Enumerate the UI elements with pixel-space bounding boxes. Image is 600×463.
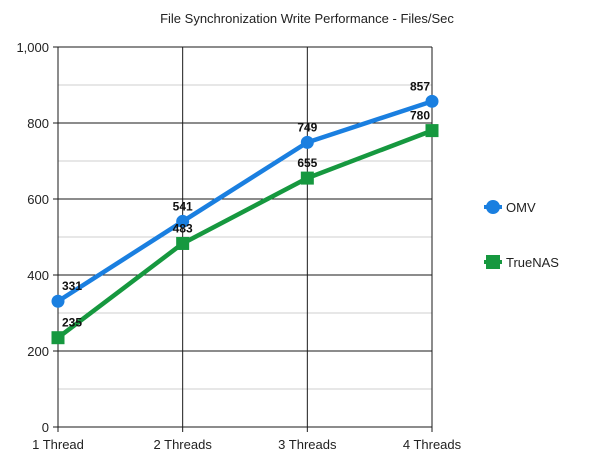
- x-tick-label: 2 Threads: [154, 437, 213, 452]
- data-point-omv: [425, 94, 439, 108]
- y-tick-label: 200: [27, 344, 49, 359]
- data-point-truenas: [300, 171, 314, 185]
- data-label-omv: 541: [173, 199, 193, 213]
- data-point-omv: [176, 214, 190, 228]
- data-point-omv: [300, 135, 314, 149]
- x-axis-ticks: 1 Thread 2 Threads 3 Threads 4 Threads: [32, 437, 462, 452]
- x-tick-label: 3 Threads: [278, 437, 337, 452]
- y-tick-label: 0: [42, 420, 49, 435]
- data-labels: 331 541 749 857 235 483 655 780: [62, 79, 430, 329]
- x-tick-label: 4 Threads: [403, 437, 462, 452]
- series-line-omv: [56, 99, 433, 304]
- x-tick-label: 1 Thread: [32, 437, 84, 452]
- data-label-omv: 857: [410, 79, 430, 93]
- y-axis-ticks: 0 200 400 600 800 1,000: [16, 40, 49, 435]
- series-line-truenas: [56, 128, 433, 340]
- series-layer: [51, 94, 439, 345]
- data-point-truenas: [51, 331, 65, 345]
- legend-marker-square: [486, 255, 500, 269]
- data-point-truenas: [176, 236, 190, 250]
- legend-label-omv: OMV: [506, 200, 536, 215]
- data-label-omv: 749: [297, 120, 317, 134]
- y-tick-label: 600: [27, 192, 49, 207]
- y-tick-label: 400: [27, 268, 49, 283]
- data-label-omv: 331: [62, 279, 82, 293]
- data-label-truenas: 235: [62, 316, 82, 330]
- data-label-truenas: 780: [410, 109, 430, 123]
- data-label-truenas: 655: [297, 156, 317, 170]
- data-point-truenas: [425, 124, 439, 138]
- chart-title: File Synchronization Write Performance -…: [160, 11, 454, 26]
- legend: OMV TrueNAS: [484, 200, 559, 270]
- y-tick-label: 1,000: [16, 40, 49, 55]
- y-tick-label: 800: [27, 116, 49, 131]
- legend-label-truenas: TrueNAS: [506, 255, 559, 270]
- legend-marker-circle: [486, 200, 500, 214]
- data-label-truenas: 483: [173, 221, 193, 235]
- grid: [53, 46, 433, 432]
- data-point-omv: [51, 294, 65, 308]
